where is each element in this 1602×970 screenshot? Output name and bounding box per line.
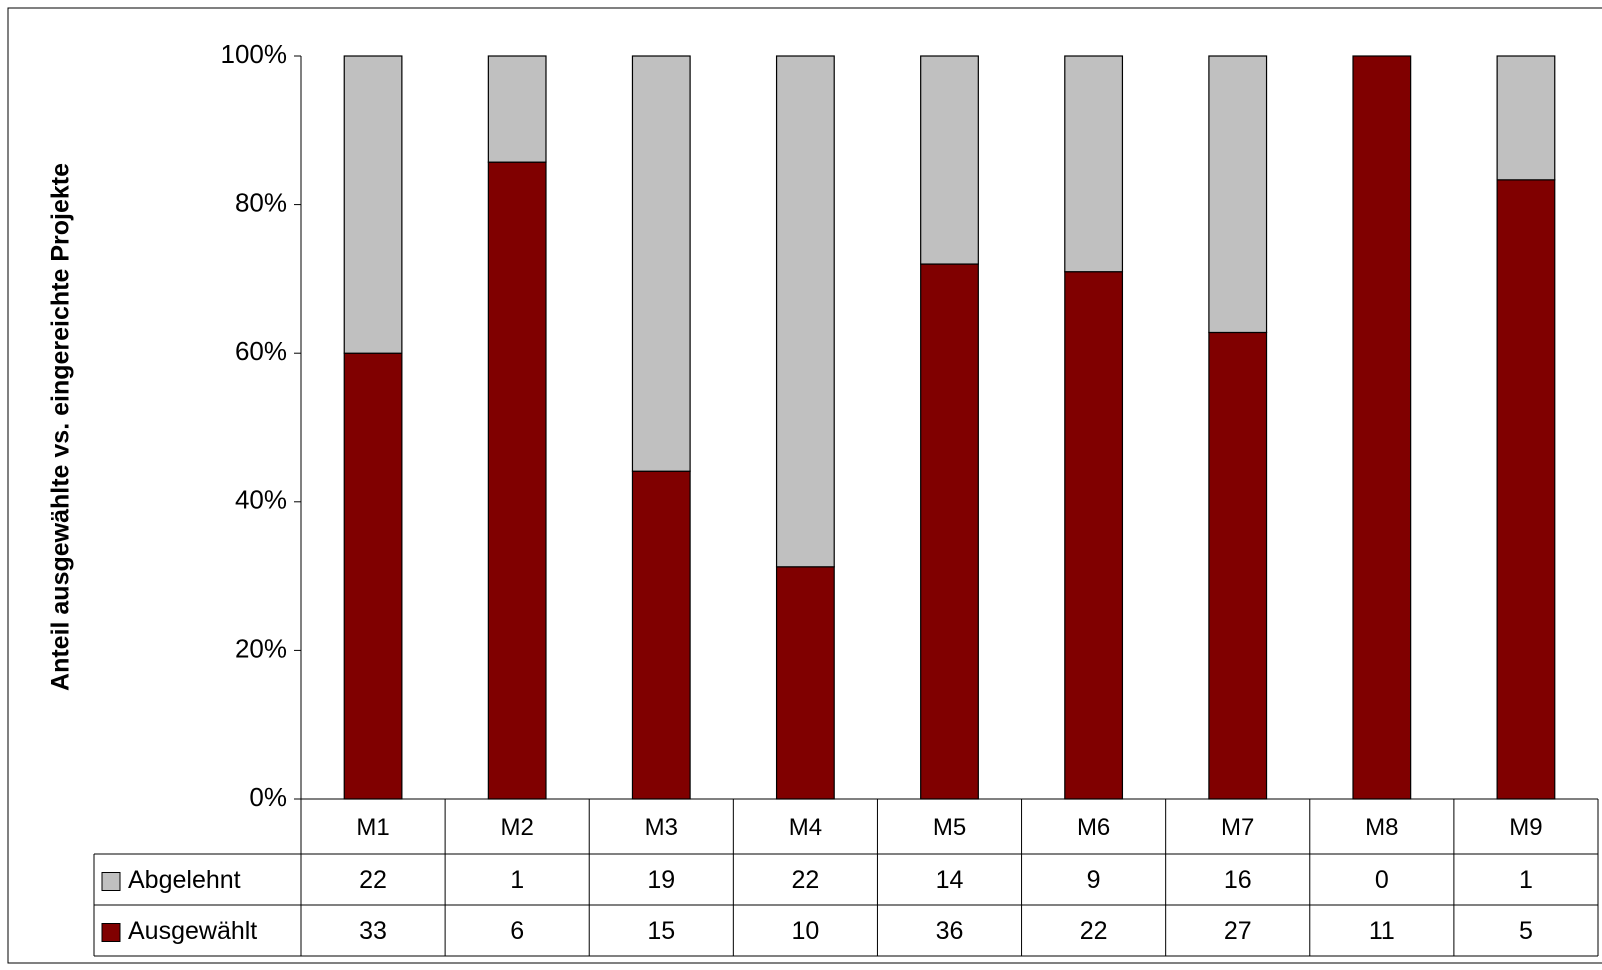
legend-key bbox=[101, 923, 121, 942]
table-value: 1 bbox=[510, 866, 524, 894]
table-value: 6 bbox=[510, 917, 524, 945]
x-tick-label: M2 bbox=[500, 814, 533, 841]
bar-segment bbox=[1064, 271, 1124, 800]
x-tick-label: M7 bbox=[1221, 814, 1254, 841]
bar-segment bbox=[1208, 331, 1268, 800]
bar-segment bbox=[775, 566, 835, 800]
y-tick-label: 0% bbox=[249, 782, 287, 812]
table-value: 16 bbox=[1224, 866, 1252, 894]
table-value: 36 bbox=[936, 917, 964, 945]
table-value: 0 bbox=[1375, 866, 1389, 894]
table-value: 27 bbox=[1224, 917, 1252, 945]
bar-segment bbox=[920, 55, 979, 265]
bar-segment bbox=[1208, 55, 1268, 334]
y-tick-label: 100% bbox=[221, 39, 288, 69]
table-value: 22 bbox=[1080, 917, 1108, 945]
legend-key bbox=[101, 872, 121, 891]
bar-segment bbox=[1064, 55, 1124, 273]
chart-frame bbox=[7, 7, 1602, 964]
legend-label: Ausgewählt bbox=[128, 917, 257, 945]
table-value: 5 bbox=[1519, 917, 1533, 945]
table-value: 15 bbox=[647, 917, 675, 945]
table-value: 22 bbox=[791, 866, 819, 894]
table-value: 10 bbox=[791, 917, 819, 945]
table-value: 33 bbox=[359, 917, 387, 945]
x-tick-label: M9 bbox=[1509, 814, 1542, 841]
table-value: 1 bbox=[1519, 866, 1533, 894]
table-value: 11 bbox=[1369, 917, 1395, 945]
y-tick-label: 60% bbox=[235, 336, 287, 366]
table-value: 9 bbox=[1087, 866, 1101, 894]
table-value: 14 bbox=[936, 866, 964, 894]
bar-segment bbox=[343, 352, 403, 800]
x-tick-label: M4 bbox=[789, 814, 822, 841]
table-value: 22 bbox=[359, 866, 387, 894]
x-tick-label: M3 bbox=[645, 814, 678, 841]
bar-segment bbox=[631, 55, 691, 472]
bar-segment bbox=[631, 470, 691, 800]
bar-segment bbox=[1496, 55, 1556, 181]
bar-segment bbox=[920, 263, 979, 800]
x-tick-label: M5 bbox=[933, 814, 966, 841]
bar-segment bbox=[1352, 55, 1412, 800]
bar-segment bbox=[343, 55, 403, 354]
x-tick-label: M8 bbox=[1365, 814, 1398, 841]
y-tick-label: 80% bbox=[235, 187, 287, 217]
x-tick-label: M6 bbox=[1077, 814, 1110, 841]
y-tick-label: 20% bbox=[235, 633, 287, 663]
bar-segment bbox=[487, 55, 547, 163]
legend-label: Abgelehnt bbox=[128, 866, 241, 894]
bar-segment bbox=[1496, 179, 1556, 800]
x-tick-label: M1 bbox=[356, 814, 389, 841]
bar-segment bbox=[487, 161, 547, 800]
table-value: 19 bbox=[647, 866, 675, 894]
y-tick-label: 40% bbox=[235, 485, 287, 515]
bar-segment bbox=[775, 55, 835, 568]
y-axis-label: Anteil ausgewählte vs. eingereichte Proj… bbox=[47, 163, 75, 691]
